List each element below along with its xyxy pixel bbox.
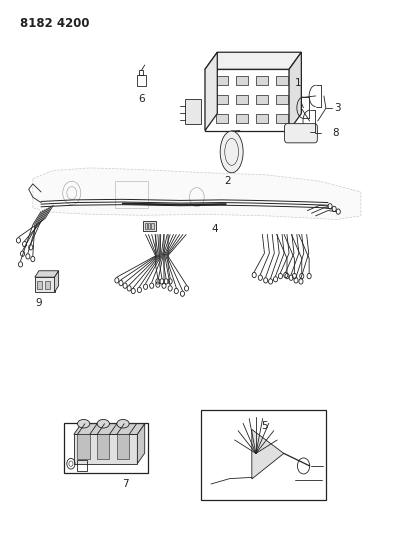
Polygon shape [288,52,301,131]
Bar [76,460,87,471]
Bar [185,99,200,124]
Bar [255,76,267,85]
Text: 3: 3 [333,103,340,113]
Polygon shape [251,430,283,479]
Text: 4: 4 [211,224,218,234]
Bar [204,69,288,131]
Bar [236,95,247,104]
Polygon shape [204,52,301,69]
Ellipse shape [117,419,129,428]
Bar [236,76,247,85]
Bar [144,223,147,229]
Bar [255,115,267,123]
Bar [139,70,143,75]
Bar [97,434,109,459]
Text: 1: 1 [294,78,301,87]
Bar [151,223,153,229]
Polygon shape [204,52,217,131]
Bar [255,95,267,104]
Bar [63,423,147,473]
Bar [275,95,288,104]
Bar [216,76,227,85]
Text: 5: 5 [261,422,267,431]
Bar [77,434,90,459]
Text: 8: 8 [331,128,338,138]
Text: 8182 4200: 8182 4200 [20,18,90,30]
Bar [74,434,137,464]
Bar [236,115,247,123]
Bar [45,281,49,289]
Polygon shape [137,424,144,464]
Text: 6: 6 [138,94,144,104]
Bar [216,95,227,104]
Ellipse shape [220,131,243,173]
Bar [35,277,54,292]
Polygon shape [54,271,58,292]
Ellipse shape [97,419,109,428]
Bar [143,221,155,231]
Text: 7: 7 [121,479,128,489]
Polygon shape [35,271,58,277]
Polygon shape [74,424,144,434]
Bar [137,75,145,86]
Bar [275,76,288,85]
Bar [117,434,129,459]
Ellipse shape [77,419,90,428]
Bar [200,410,325,500]
Text: 9: 9 [36,298,42,309]
Bar [275,115,288,123]
Text: 2: 2 [224,176,230,186]
Polygon shape [33,168,360,220]
Bar [216,115,227,123]
Bar [37,281,42,289]
Bar [148,223,150,229]
FancyBboxPatch shape [284,124,317,143]
Bar [115,181,147,208]
